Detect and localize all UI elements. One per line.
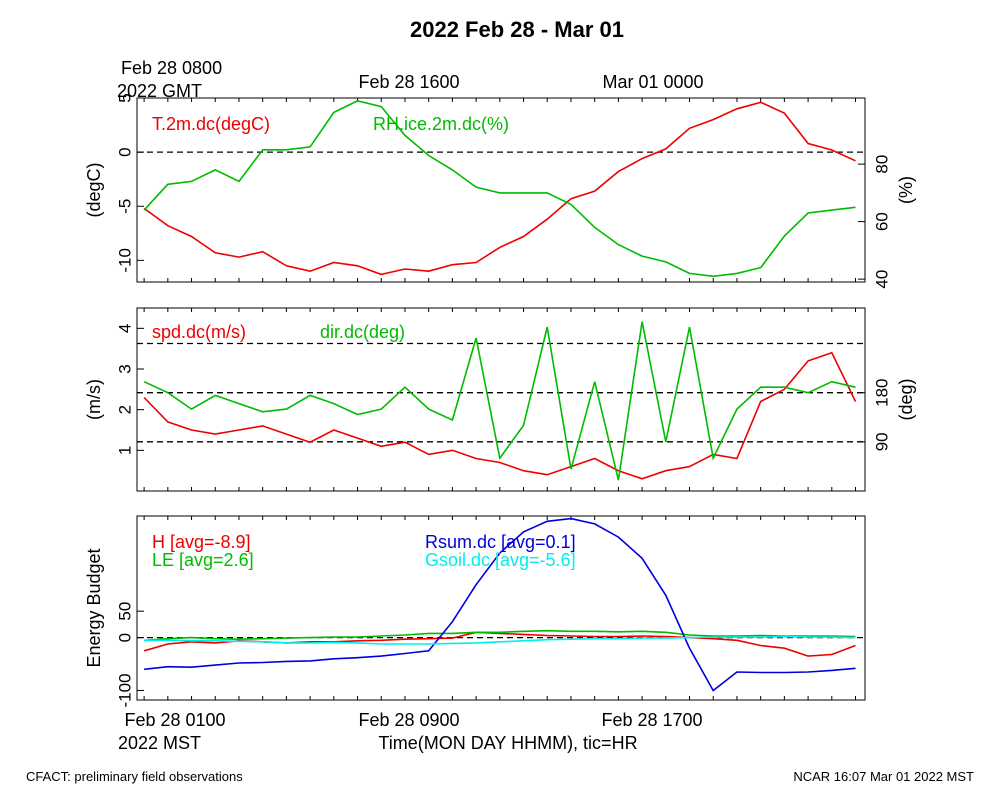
legend-entry-2: LE [avg=2.6] <box>152 550 254 570</box>
bottom-axis-label-1: Feb 28 0100 <box>124 710 225 730</box>
top-axis-first-label-line2: 2022 GMT <box>117 81 202 101</box>
series-line-1 <box>143 101 856 276</box>
y-axis-title-left: Energy Budget <box>84 548 104 667</box>
y-axis-title-left: (m/s) <box>84 379 104 420</box>
y-tick-label-right: 60 <box>872 212 891 231</box>
bottom-axis-label-3: Feb 28 1700 <box>601 710 702 730</box>
legend-entry-3: Rsum.dc [avg=0.1] <box>425 532 576 552</box>
top-axis-label-1: Feb 28 1600 <box>358 72 459 92</box>
chart-title: 2022 Feb 28 - Mar 01 <box>410 17 624 42</box>
y-tick-label-left: 0 <box>115 633 134 642</box>
legend-entry-4: Gsoil.dc [avg=-5.6] <box>425 550 576 570</box>
y-tick-label-left: -100 <box>115 673 134 707</box>
y-tick-label-right: 180 <box>872 378 891 406</box>
legend-entry-1: H [avg=-8.9] <box>152 532 251 552</box>
y-tick-label-right: 40 <box>872 270 891 289</box>
legend-entry-1: T.2m.dc(degC) <box>152 114 270 134</box>
y-tick-label-left: -10 <box>115 248 134 273</box>
y-tick-label-left: 4 <box>115 324 134 333</box>
panel-wind: 4 3 2 1 180 90 (m/s) (deg) spd.dc(m/s) dir.dc(deg… <box>84 307 916 492</box>
series-line-2 <box>143 100 856 278</box>
y-tick-label-right: 80 <box>872 155 891 174</box>
series-line-2 <box>143 321 856 481</box>
y-tick-label-left: 2 <box>115 405 134 414</box>
panel-frame <box>136 307 866 492</box>
y-tick-label-right: 90 <box>872 432 891 451</box>
panel-energy-budget: 50 0 -100 Energy Budget H [avg=-8.9]LE [avg=… <box>84 515 866 707</box>
y-tick-label-left: 0 <box>115 147 134 156</box>
y-tick-label-left: -5 <box>115 199 134 214</box>
legend-entry-2: RH.ice.2m.dc(%) <box>373 114 509 134</box>
y-axis-title-right: (deg) <box>896 378 916 420</box>
panel-frame <box>136 97 866 283</box>
y-tick-label-left: 50 <box>115 602 134 621</box>
series-line-4 <box>144 635 856 645</box>
footer-right-note: NCAR 16:07 Mar 01 2022 MST <box>793 769 974 784</box>
y-axis-title-right: (%) <box>896 176 916 204</box>
x-axis-title: Time(MON DAY HHMM), tic=HR <box>378 733 637 753</box>
y-tick-label-left: 5 <box>115 93 134 102</box>
series-line-1 <box>143 351 857 480</box>
y-tick-label-left: 3 <box>115 364 134 373</box>
panel-frame <box>136 515 866 701</box>
bottom-axis-label-2: Feb 28 0900 <box>358 710 459 730</box>
bottom-axis-year-label: 2022 MST <box>118 733 201 753</box>
footer-left-note: CFACT: preliminary field observations <box>26 769 243 784</box>
y-axis-title-left: (degC) <box>84 162 104 217</box>
legend-entry-2: dir.dc(deg) <box>320 322 405 342</box>
top-axis-label-2: Mar 01 0000 <box>602 72 703 92</box>
panel-temperature-humidity: 5 0 -5 -10 80 60 40 (degC) (%) T.2m.dc(degC) RH.ic… <box>84 93 916 288</box>
top-axis-first-label-line1: Feb 28 0800 <box>121 58 222 78</box>
legend-entry-1: spd.dc(m/s) <box>152 322 246 342</box>
y-tick-label-left: 1 <box>115 446 134 455</box>
series-line-2 <box>144 629 856 642</box>
series-line-3 <box>144 517 856 692</box>
